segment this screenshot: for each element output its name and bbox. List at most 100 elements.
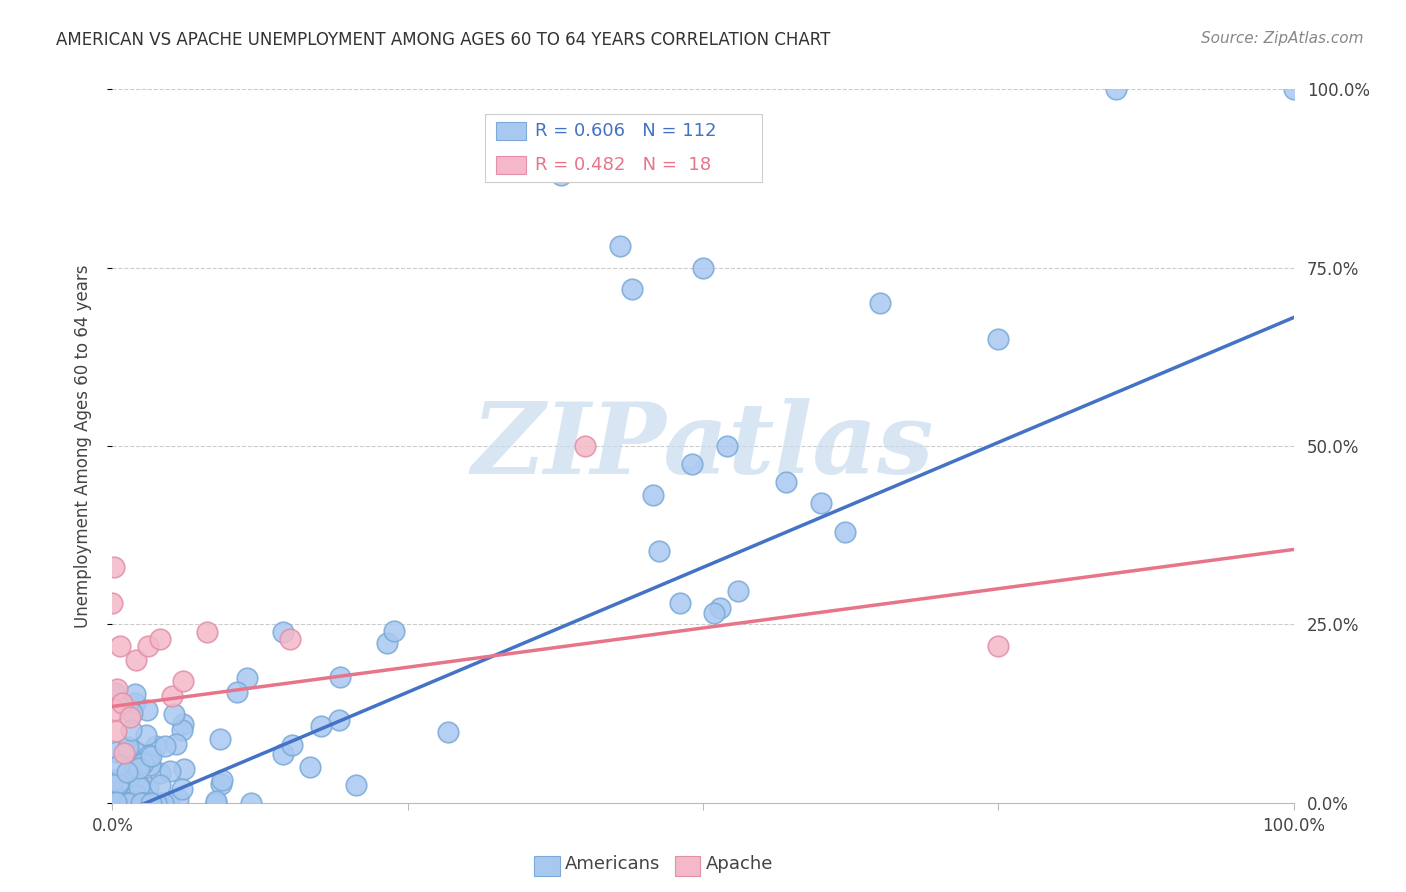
Point [115, 796, 138, 810]
Point [136, 796, 159, 810]
Point [344, 778, 367, 792]
Point [103, 560, 125, 574]
Point [115, 796, 138, 810]
Point [669, 596, 692, 610]
Point [124, 744, 146, 758]
Point [692, 260, 714, 275]
Point [153, 739, 176, 754]
Point [107, 776, 129, 790]
Point [165, 737, 187, 751]
Y-axis label: Unemployment Among Ages 60 to 64 years: Unemployment Among Ages 60 to 64 years [73, 264, 91, 628]
Point [101, 796, 124, 810]
FancyBboxPatch shape [496, 122, 526, 140]
Point [1282, 82, 1305, 96]
Point [309, 719, 332, 733]
Point [138, 748, 160, 763]
Point [132, 796, 155, 810]
Point [382, 624, 405, 639]
Point [108, 796, 131, 810]
Point [152, 796, 174, 810]
Point [121, 766, 143, 780]
Point [609, 239, 631, 253]
Point [105, 796, 128, 810]
Point [173, 762, 195, 776]
FancyBboxPatch shape [485, 114, 762, 182]
Point [143, 796, 166, 810]
Point [114, 792, 136, 806]
Point [681, 457, 703, 471]
Point [166, 792, 188, 806]
Point [132, 756, 155, 771]
Point [114, 796, 136, 810]
Point [105, 681, 128, 696]
Point [648, 544, 671, 558]
Point [273, 625, 295, 640]
Point [129, 795, 152, 809]
Point [375, 636, 398, 650]
Point [727, 583, 749, 598]
Point [124, 758, 146, 772]
Point [128, 778, 150, 792]
Point [129, 796, 152, 810]
Point [574, 439, 596, 453]
Point [205, 794, 228, 808]
Point [150, 796, 173, 810]
Point [115, 744, 138, 758]
Point [329, 670, 352, 684]
Point [132, 796, 155, 810]
Text: R = 0.482   N =  18: R = 0.482 N = 18 [536, 156, 711, 174]
Point [112, 746, 135, 760]
Point [211, 773, 233, 788]
Point [298, 760, 321, 774]
Point [108, 639, 131, 653]
Point [810, 496, 832, 510]
Point [226, 685, 249, 699]
Point [170, 723, 193, 737]
Point [117, 796, 139, 810]
Point [157, 796, 180, 810]
Point [172, 674, 194, 689]
Point [209, 777, 232, 791]
Point [703, 606, 725, 620]
Point [136, 780, 159, 795]
Point [121, 706, 143, 721]
Point [105, 796, 128, 810]
Point [437, 724, 460, 739]
Point [1105, 82, 1128, 96]
Point [195, 624, 218, 639]
Point [128, 796, 150, 810]
Point [111, 696, 134, 710]
Point [120, 710, 142, 724]
Point [124, 696, 146, 710]
Point [108, 758, 131, 772]
Point [209, 732, 232, 747]
Point [104, 686, 127, 700]
Point [120, 723, 142, 737]
Point [987, 332, 1010, 346]
Point [869, 296, 891, 310]
Point [105, 791, 128, 805]
Point [104, 703, 127, 717]
Point [135, 703, 157, 717]
Point [115, 764, 138, 779]
Point [834, 524, 856, 539]
Point [139, 796, 162, 810]
Point [131, 790, 153, 805]
Point [160, 689, 183, 703]
Point [125, 653, 148, 667]
Text: Source: ZipAtlas.com: Source: ZipAtlas.com [1201, 31, 1364, 46]
Point [124, 687, 146, 701]
Point [101, 786, 124, 800]
Point [716, 439, 738, 453]
Text: R = 0.606   N = 112: R = 0.606 N = 112 [536, 122, 717, 140]
Point [172, 717, 194, 731]
Point [104, 796, 127, 810]
Point [128, 780, 150, 794]
Point [709, 600, 731, 615]
Point [157, 796, 180, 810]
Point [115, 796, 138, 810]
Point [641, 488, 664, 502]
Point [148, 778, 170, 792]
Point [125, 788, 148, 802]
Point [105, 795, 128, 809]
